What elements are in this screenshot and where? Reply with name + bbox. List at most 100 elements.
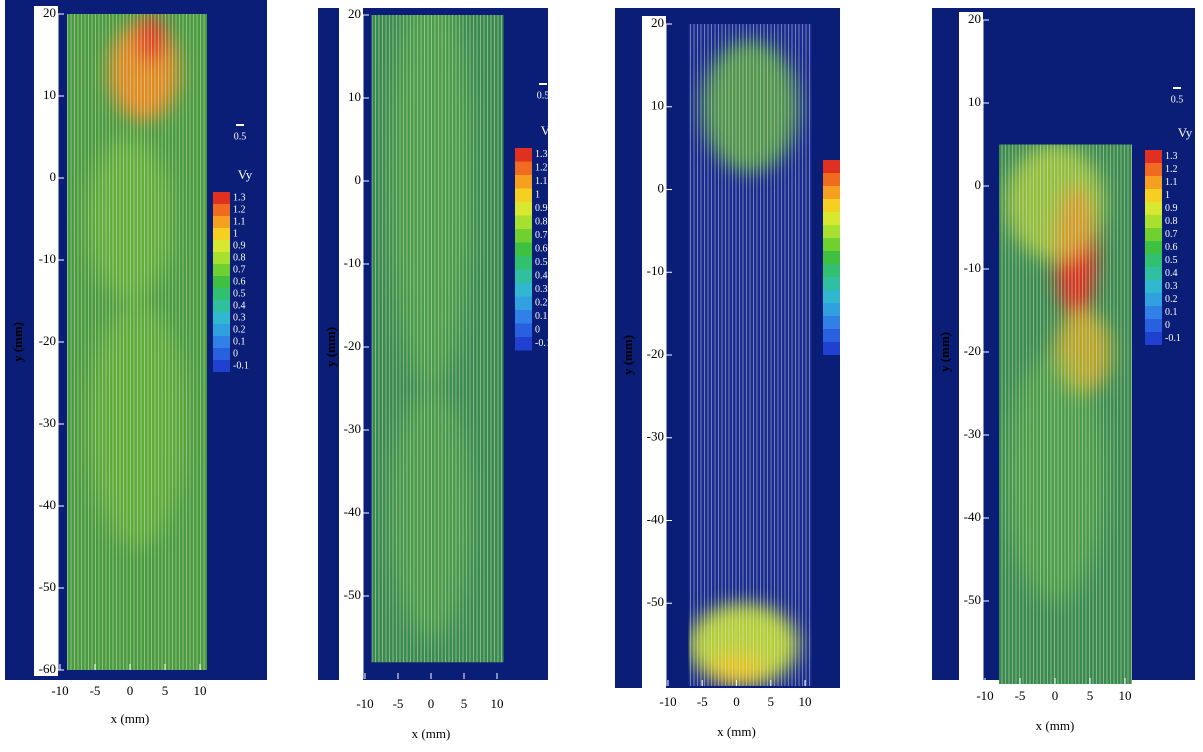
y-axis-label: y (mm) xyxy=(937,332,952,372)
colorbar-label: 1.3 xyxy=(1165,151,1178,162)
colorbar-swatch xyxy=(213,216,230,228)
colorbar-swatch xyxy=(1145,254,1162,267)
colorbar-label: 0.9 xyxy=(1165,203,1178,214)
colorbar-label: 0.9 xyxy=(233,240,246,251)
colorbar-swatch xyxy=(823,342,840,355)
y-tick-label: 10 xyxy=(348,89,361,104)
colorbar-swatch xyxy=(823,290,840,303)
colorbar-label: 0.8 xyxy=(843,226,856,237)
velocity-field xyxy=(371,15,504,663)
x-tick-label: -5 xyxy=(393,696,404,711)
colorbar-swatch xyxy=(1145,215,1162,228)
x-tick-label: -10 xyxy=(356,696,373,711)
x-tick-label: 5 xyxy=(768,694,775,709)
y-tick-label: 10 xyxy=(43,87,56,102)
colorbar-label: 1.2 xyxy=(535,163,548,174)
colorbar-swatch xyxy=(213,348,230,360)
colorbar-label: 0.7 xyxy=(1165,229,1178,240)
colorbar-label: 0.6 xyxy=(233,276,246,287)
colorbar-label: -0.1 xyxy=(1165,333,1181,344)
colorbar-label: 1 xyxy=(535,190,540,201)
colorbar-label: -0.1 xyxy=(233,360,249,371)
y-tick-label: -20 xyxy=(344,338,361,353)
velocity-field xyxy=(688,24,812,686)
colorbar-swatch xyxy=(823,160,840,173)
x-axis-label: x (mm) xyxy=(412,726,451,741)
y-tick-label: 10 xyxy=(968,94,981,109)
y-tick-label: 10 xyxy=(651,98,664,113)
x-axis-label: x (mm) xyxy=(1036,718,1075,733)
colorbar-label: 1 xyxy=(1165,190,1170,201)
vectors xyxy=(371,15,504,663)
colorbar-swatch xyxy=(515,310,532,324)
colorbar-label: 0.4 xyxy=(1165,268,1178,279)
colorbar-title: Vy xyxy=(541,123,556,138)
colorbar-swatch xyxy=(515,188,532,202)
y-tick-label: -30 xyxy=(39,415,56,430)
y-tick-label: 0 xyxy=(50,169,57,184)
colorbar-swatch xyxy=(515,256,532,270)
vectors xyxy=(688,24,812,686)
colorbar-swatch xyxy=(213,204,230,216)
x-tick-label: -5 xyxy=(90,683,101,698)
y-tick-label: 0 xyxy=(658,180,665,195)
scale-label: 0.5 xyxy=(849,98,862,109)
colorbar-label: 1.2 xyxy=(233,204,246,215)
colorbar-label: 0.8 xyxy=(1165,216,1178,227)
colorbar-swatch xyxy=(213,240,230,252)
colorbar-swatch xyxy=(823,316,840,329)
colorbar-swatch xyxy=(213,360,230,372)
colorbar-swatch xyxy=(1145,293,1162,306)
colorbar-label: 0.5 xyxy=(843,265,856,276)
colorbar-swatch xyxy=(823,264,840,277)
y-tick-label: 20 xyxy=(651,15,664,30)
colorbar-swatch xyxy=(823,277,840,290)
x-tick-label: 0 xyxy=(127,683,134,698)
y-axis-label: y (mm) xyxy=(620,335,635,375)
y-tick-label: -40 xyxy=(344,504,361,519)
y-tick-label: -40 xyxy=(964,509,981,524)
y-tick-label: -50 xyxy=(964,592,981,607)
colorbar-swatch xyxy=(515,215,532,229)
colorbar-label: 0.7 xyxy=(843,239,856,250)
colorbar-swatch xyxy=(823,251,840,264)
axis-strip xyxy=(34,6,58,676)
y-tick-label: -30 xyxy=(964,426,981,441)
colorbar-label: 1.1 xyxy=(535,176,548,187)
y-tick-label: 20 xyxy=(968,11,981,26)
colorbar-swatch xyxy=(515,202,532,216)
colorbar-label: 0.1 xyxy=(535,311,548,322)
x-tick-label: 5 xyxy=(1087,688,1094,703)
colorbar-swatch xyxy=(823,303,840,316)
colorbar-swatch xyxy=(1145,280,1162,293)
x-axis-label: x (mm) xyxy=(717,724,756,739)
y-tick-label: -50 xyxy=(39,579,56,594)
colorbar-label: 1.3 xyxy=(843,161,856,172)
colorbar-label: 0.5 xyxy=(233,288,246,299)
y-tick-label: -20 xyxy=(964,343,981,358)
colorbar-label: 0.5 xyxy=(535,257,548,268)
vectors xyxy=(67,14,207,670)
x-tick-label: -10 xyxy=(51,683,68,698)
colorbar-label: 0.4 xyxy=(535,271,548,282)
colorbar-label: 0.1 xyxy=(1165,307,1178,318)
axis-strip xyxy=(959,12,983,690)
colorbar-swatch xyxy=(1145,202,1162,215)
velocity-field xyxy=(67,14,207,670)
colorbar-swatch xyxy=(515,148,532,162)
x-tick-label: 10 xyxy=(491,696,504,711)
colorbar-swatch xyxy=(1145,241,1162,254)
y-tick-label: -10 xyxy=(964,260,981,275)
colorbar-label: 1.3 xyxy=(535,149,548,160)
colorbar-label: -0.1 xyxy=(843,343,859,354)
x-tick-label: 10 xyxy=(194,683,207,698)
colorbar-swatch xyxy=(515,323,532,337)
colorbar-label: 0 xyxy=(535,325,540,336)
y-tick-label: -30 xyxy=(647,429,664,444)
colorbar-swatch xyxy=(1145,332,1162,345)
colorbar-label: 0.7 xyxy=(535,230,548,241)
colorbar-swatch xyxy=(1145,150,1162,163)
colorbar-label: 1.1 xyxy=(843,187,856,198)
